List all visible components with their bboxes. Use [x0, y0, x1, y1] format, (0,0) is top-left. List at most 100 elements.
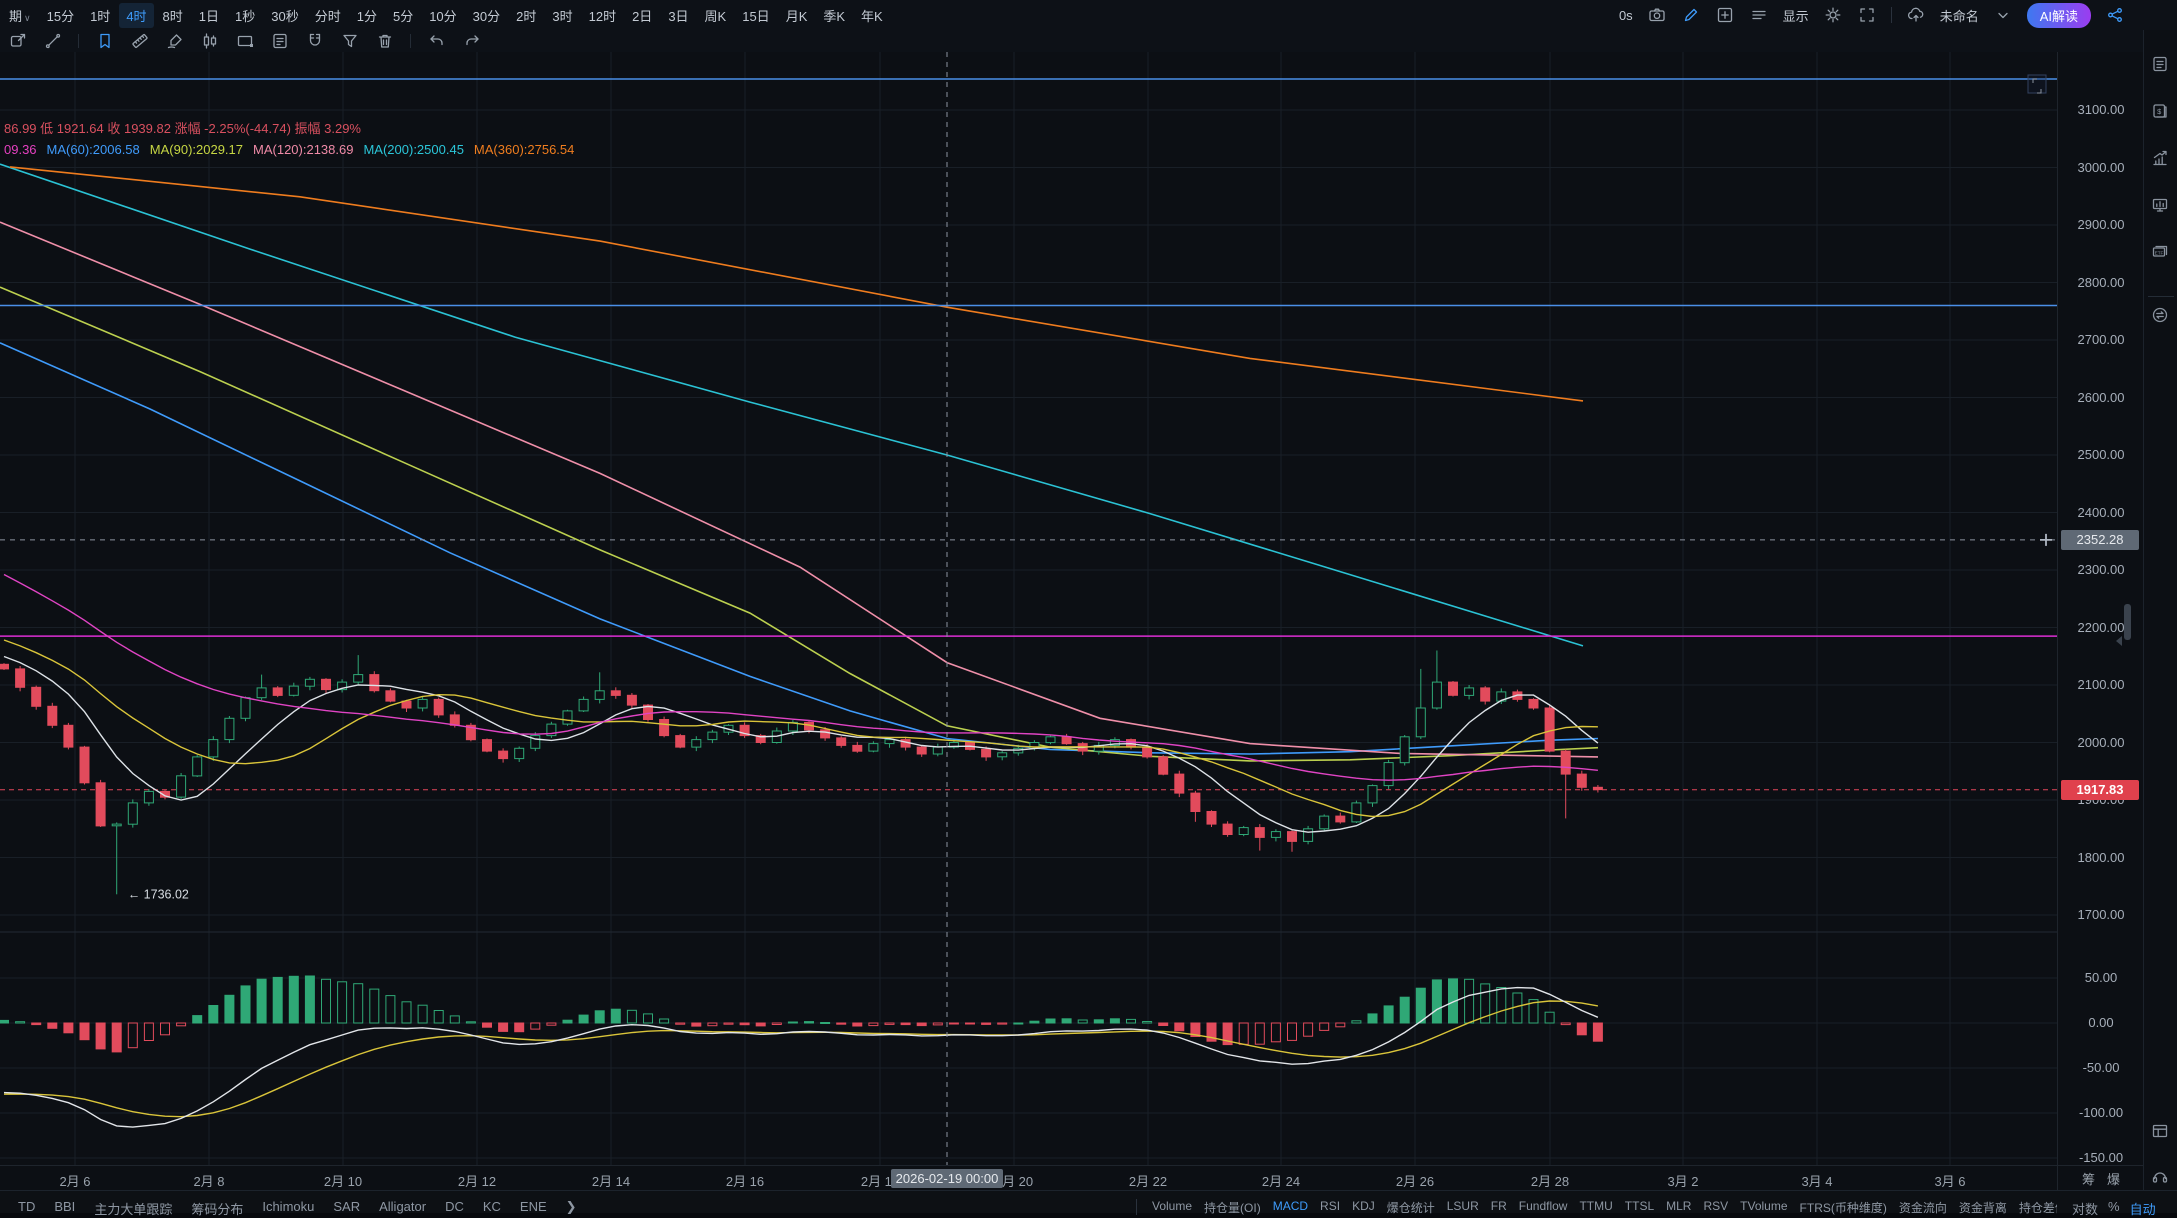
orderbook-icon[interactable]: [2151, 55, 2171, 75]
axis-setting-%[interactable]: %: [2108, 1199, 2120, 1214]
MA200-line[interactable]: [0, 163, 1584, 647]
corner-chip-爆[interactable]: 爆: [2107, 1172, 2121, 1187]
timeframe-分时[interactable]: 分时: [314, 8, 341, 24]
timeframe-3日[interactable]: 3日: [668, 8, 689, 24]
timeframe-15分[interactable]: 15分: [46, 8, 75, 24]
timeframe-15日[interactable]: 15日: [742, 8, 770, 24]
headset-icon[interactable]: [2151, 1168, 2171, 1188]
display-toggle[interactable]: 显示: [1782, 8, 1809, 24]
indicator-TTSL[interactable]: TTSL: [1624, 1199, 1655, 1213]
ai-analysis-button[interactable]: AI解读: [2026, 2, 2091, 28]
filter-tool-icon[interactable]: [340, 32, 359, 51]
timeframe-12时[interactable]: 12时: [588, 8, 617, 24]
undo-icon[interactable]: [427, 32, 446, 51]
indicator-DC[interactable]: DC: [445, 1199, 464, 1214]
candlestick-chart[interactable]: ← 1736.02: [0, 52, 2057, 1165]
indicator-Alligator[interactable]: Alligator: [379, 1199, 427, 1214]
timeframe-10分[interactable]: 10分: [429, 8, 457, 24]
timeframe-30分[interactable]: 30分: [472, 8, 501, 24]
trash-tool-icon[interactable]: [375, 32, 394, 51]
period-dropdown[interactable]: 期 ∨: [9, 8, 31, 24]
timeframe-8时[interactable]: 8时: [162, 8, 183, 24]
timeframe-5分[interactable]: 5分: [392, 8, 414, 24]
indicator-RSV[interactable]: RSV: [1703, 1199, 1729, 1213]
indicator-TVolume[interactable]: TVolume: [1740, 1199, 1788, 1213]
timeframe-月K[interactable]: 月K: [785, 8, 808, 24]
pattern-tool-icon[interactable]: [200, 32, 219, 51]
textbox-tool-icon[interactable]: [235, 32, 254, 51]
timeframe-周K[interactable]: 周K: [704, 8, 727, 24]
indicator-KC[interactable]: KC: [482, 1199, 501, 1214]
indicator-筹码分布[interactable]: 筹码分布: [191, 1202, 244, 1217]
indicator-BBI[interactable]: BBI: [54, 1199, 76, 1214]
indicator-FR[interactable]: FR: [1490, 1199, 1507, 1213]
MA60-line[interactable]: [0, 342, 1599, 755]
price-axis[interactable]: 3100.00 3000.00 2900.00 2800.00 2700.00 2600.…: [2057, 52, 2144, 1165]
indicator-FTRS(币种维度)[interactable]: FTRS(币种维度): [1799, 1201, 1887, 1215]
indicator-Fundflow[interactable]: Fundflow: [1518, 1199, 1568, 1213]
edit-layout-icon[interactable]: [8, 32, 27, 51]
kline-monitor-icon[interactable]: [2151, 196, 2171, 216]
timeframe-季K[interactable]: 季K: [823, 8, 846, 24]
timeframe-2日[interactable]: 2日: [632, 8, 653, 24]
cloud-upload-icon[interactable]: [1906, 5, 1926, 25]
MA90-line[interactable]: [0, 286, 1599, 762]
add-pane-icon[interactable]: [1715, 5, 1735, 25]
fullscreen-icon[interactable]: [1857, 5, 1877, 25]
axis-setting-对数[interactable]: 对数: [2072, 1202, 2099, 1217]
indicator-RSI[interactable]: RSI: [1320, 1199, 1341, 1213]
asset-icon[interactable]: $: [2151, 102, 2171, 122]
indicator-持仓量(OI)[interactable]: 持仓量(OI): [1204, 1201, 1261, 1215]
line-selection-marker[interactable]: [2027, 74, 2047, 94]
indicator-MLR[interactable]: MLR: [1666, 1199, 1692, 1213]
share-icon[interactable]: [2105, 5, 2125, 25]
note-tool-icon[interactable]: [270, 32, 289, 51]
trendline-tool-icon[interactable]: [43, 32, 62, 51]
timeframe-1分[interactable]: 1分: [356, 8, 377, 24]
ruler-tool-icon[interactable]: [130, 32, 149, 51]
indicator-MACD[interactable]: MACD: [1272, 1199, 1309, 1213]
list-icon[interactable]: [1749, 5, 1769, 25]
indicator-持仓差值[interactable]: 持仓差值: [2018, 1201, 2057, 1215]
refresh-interval[interactable]: 0s: [1618, 7, 1633, 23]
indicator-Volume[interactable]: Volume: [1152, 1199, 1193, 1213]
settings-gear-icon[interactable]: [1823, 5, 1843, 25]
indicator-资金流向[interactable]: 资金流向: [1898, 1201, 1947, 1215]
layout-icon[interactable]: [2151, 1122, 2171, 1142]
camera-icon[interactable]: [1647, 5, 1667, 25]
redo-icon[interactable]: [462, 32, 481, 51]
layout-name[interactable]: 未命名: [1939, 8, 1979, 24]
timeframe-1日[interactable]: 1日: [198, 8, 220, 24]
corner-chip-筹[interactable]: 筹: [2081, 1172, 2095, 1187]
timeframe-2时[interactable]: 2时: [516, 8, 537, 24]
timeframe-3时[interactable]: 3时: [552, 8, 573, 24]
timeframe-1时[interactable]: 1时: [90, 8, 111, 24]
axis-scroll-arrow-icon[interactable]: [2116, 636, 2122, 646]
indicator-爆仓统计[interactable]: 爆仓统计: [1386, 1201, 1435, 1215]
indicator-LSUR[interactable]: LSUR: [1446, 1199, 1479, 1213]
timeframe-1秒[interactable]: 1秒: [235, 8, 256, 24]
chevron-down-icon[interactable]: [1993, 5, 2013, 25]
axis-scrollbar[interactable]: [2124, 604, 2131, 640]
timeframe-年K[interactable]: 年K: [861, 8, 883, 24]
chart-area[interactable]: ← 1736.02 86.99 低 1921.64 收 1939.82 涨幅 -…: [0, 52, 2057, 1165]
bookmark-tool-icon[interactable]: [95, 32, 114, 51]
indicator-❯[interactable]: ❯: [565, 1199, 577, 1214]
MA14-line[interactable]: [3, 639, 1598, 818]
MA360-line[interactable]: [9, 166, 1584, 402]
indicator-TD[interactable]: TD: [18, 1199, 36, 1214]
time-axis[interactable]: 筹爆 2月 6 2月 8 2月 10 2月 12 2月 14 2月 16 2月 18 2月 2…: [0, 1165, 2143, 1191]
brush-tool-icon[interactable]: [165, 32, 184, 51]
add-alert-plus-icon[interactable]: [2040, 533, 2052, 546]
indicator-资金背离[interactable]: 资金背离: [1958, 1201, 2007, 1215]
MA30-line[interactable]: [3, 573, 1598, 781]
indicator-主力大单跟踪[interactable]: 主力大单跟踪: [94, 1202, 173, 1217]
market-icon[interactable]: [2151, 149, 2171, 169]
magnet-tool-icon[interactable]: [305, 32, 324, 51]
indicator-TTMU[interactable]: TTMU: [1579, 1199, 1613, 1213]
MA7-line[interactable]: [3, 655, 1599, 833]
etf-icon[interactable]: ETF: [2151, 243, 2171, 263]
draw-icon[interactable]: [1681, 5, 1701, 25]
indicator-KDJ[interactable]: KDJ: [1352, 1199, 1375, 1213]
timeframe-4时[interactable]: 4时: [119, 2, 154, 28]
